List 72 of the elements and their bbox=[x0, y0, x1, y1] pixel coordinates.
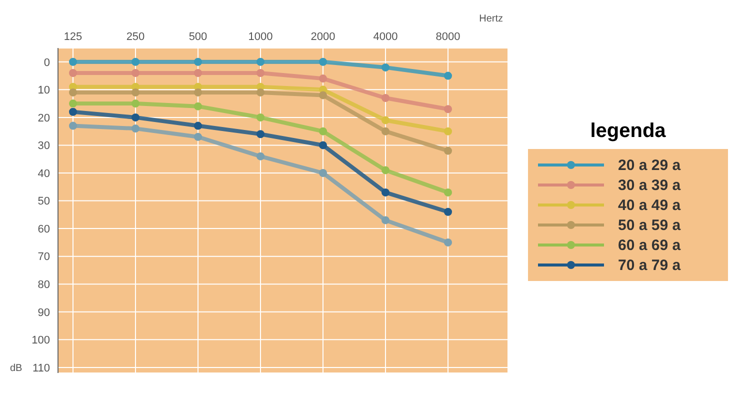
y-axis-title: dB bbox=[10, 363, 23, 374]
y-tick-label: 80 bbox=[38, 279, 50, 292]
legend-title: legenda bbox=[589, 120, 667, 143]
y-tick-label: 30 bbox=[38, 140, 50, 152]
legend-label: 40 a 49 a bbox=[617, 196, 682, 215]
x-tick-label: 500 bbox=[188, 31, 208, 43]
point bbox=[319, 127, 327, 136]
x-tick-label: 2000 bbox=[310, 31, 336, 43]
point bbox=[444, 208, 452, 216]
point bbox=[256, 130, 264, 138]
y-tick-label: 100 bbox=[32, 334, 50, 347]
x-axis-title: Hertz bbox=[479, 14, 503, 25]
point bbox=[382, 166, 390, 174]
point bbox=[194, 102, 202, 110]
point bbox=[194, 58, 202, 66]
point bbox=[382, 127, 390, 136]
point bbox=[444, 146, 452, 155]
point bbox=[444, 238, 452, 246]
point bbox=[132, 88, 140, 96]
x-tick-label: 8000 bbox=[436, 31, 460, 43]
point bbox=[194, 122, 202, 130]
point bbox=[256, 88, 264, 96]
point bbox=[444, 188, 452, 196]
y-tick-label: 0 bbox=[44, 56, 50, 69]
x-tick-label: 250 bbox=[126, 31, 145, 43]
point bbox=[319, 91, 327, 100]
x-tick-label: 125 bbox=[64, 31, 82, 43]
legend-label: 30 a 39 a bbox=[617, 176, 682, 195]
point bbox=[194, 132, 202, 141]
point bbox=[69, 88, 77, 96]
y-tick-label: 20 bbox=[38, 112, 50, 124]
point bbox=[444, 127, 452, 136]
point bbox=[132, 100, 140, 108]
point bbox=[444, 72, 452, 80]
point bbox=[132, 124, 140, 133]
point bbox=[194, 88, 202, 96]
point bbox=[256, 69, 264, 77]
point bbox=[132, 69, 140, 77]
point bbox=[69, 100, 77, 108]
legend-label: 70 a 79 a bbox=[617, 256, 682, 275]
x-tick-label: 4000 bbox=[373, 31, 398, 43]
y-tick-label: 70 bbox=[38, 251, 50, 264]
y-tick-label: 50 bbox=[38, 196, 50, 208]
point bbox=[132, 113, 140, 122]
y-tick-label: 90 bbox=[38, 306, 50, 319]
point bbox=[194, 69, 202, 77]
point bbox=[382, 63, 390, 72]
point bbox=[382, 188, 390, 196]
legend-label: 20 a 29 a bbox=[617, 156, 682, 175]
legend-label: 60 a 69 a bbox=[617, 236, 682, 255]
point bbox=[319, 169, 327, 177]
legend-label: 50 a 59 a bbox=[617, 216, 682, 235]
point bbox=[319, 141, 327, 150]
point bbox=[382, 216, 390, 224]
point bbox=[444, 105, 452, 114]
y-tick-label: 40 bbox=[38, 168, 50, 180]
point bbox=[256, 152, 264, 160]
point bbox=[69, 69, 77, 77]
x-tick-label: 1000 bbox=[248, 31, 273, 43]
y-tick-label: 10 bbox=[38, 84, 50, 97]
point bbox=[319, 74, 327, 83]
point bbox=[256, 58, 264, 66]
y-tick-label: 110 bbox=[32, 362, 50, 374]
point bbox=[69, 58, 77, 66]
point bbox=[256, 113, 264, 122]
y-tick-label: 60 bbox=[38, 223, 50, 236]
point bbox=[132, 58, 140, 66]
point bbox=[69, 122, 77, 130]
point bbox=[382, 94, 390, 102]
point bbox=[382, 116, 390, 124]
point bbox=[319, 58, 327, 66]
point bbox=[69, 108, 77, 116]
